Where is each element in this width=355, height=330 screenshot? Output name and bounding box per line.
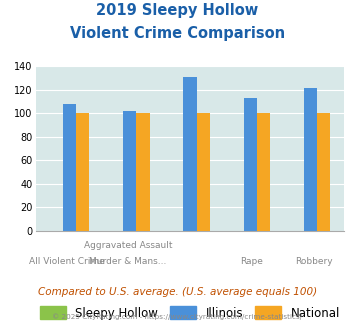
Text: 2019 Sleepy Hollow: 2019 Sleepy Hollow xyxy=(96,3,259,18)
Text: Violent Crime Comparison: Violent Crime Comparison xyxy=(70,26,285,41)
Text: Murder & Mans...: Murder & Mans... xyxy=(89,257,167,266)
Text: Compared to U.S. average. (U.S. average equals 100): Compared to U.S. average. (U.S. average … xyxy=(38,287,317,297)
Bar xyxy=(136,113,149,231)
Bar xyxy=(76,113,89,231)
Text: Aggravated Assault: Aggravated Assault xyxy=(84,241,173,250)
Text: © 2025 CityRating.com - https://www.cityrating.com/crime-statistics/: © 2025 CityRating.com - https://www.city… xyxy=(53,314,302,320)
Text: All Violent Crime: All Violent Crime xyxy=(28,257,104,266)
Bar xyxy=(257,113,270,231)
Bar xyxy=(244,98,257,231)
Text: Rape: Rape xyxy=(240,257,263,266)
Bar xyxy=(197,113,210,231)
Bar xyxy=(123,111,136,231)
Bar xyxy=(63,104,76,231)
Bar xyxy=(304,88,317,231)
Bar xyxy=(183,77,197,231)
Legend: Sleepy Hollow, Illinois, National: Sleepy Hollow, Illinois, National xyxy=(40,306,340,319)
Bar xyxy=(317,113,330,231)
Text: Robbery: Robbery xyxy=(295,257,332,266)
